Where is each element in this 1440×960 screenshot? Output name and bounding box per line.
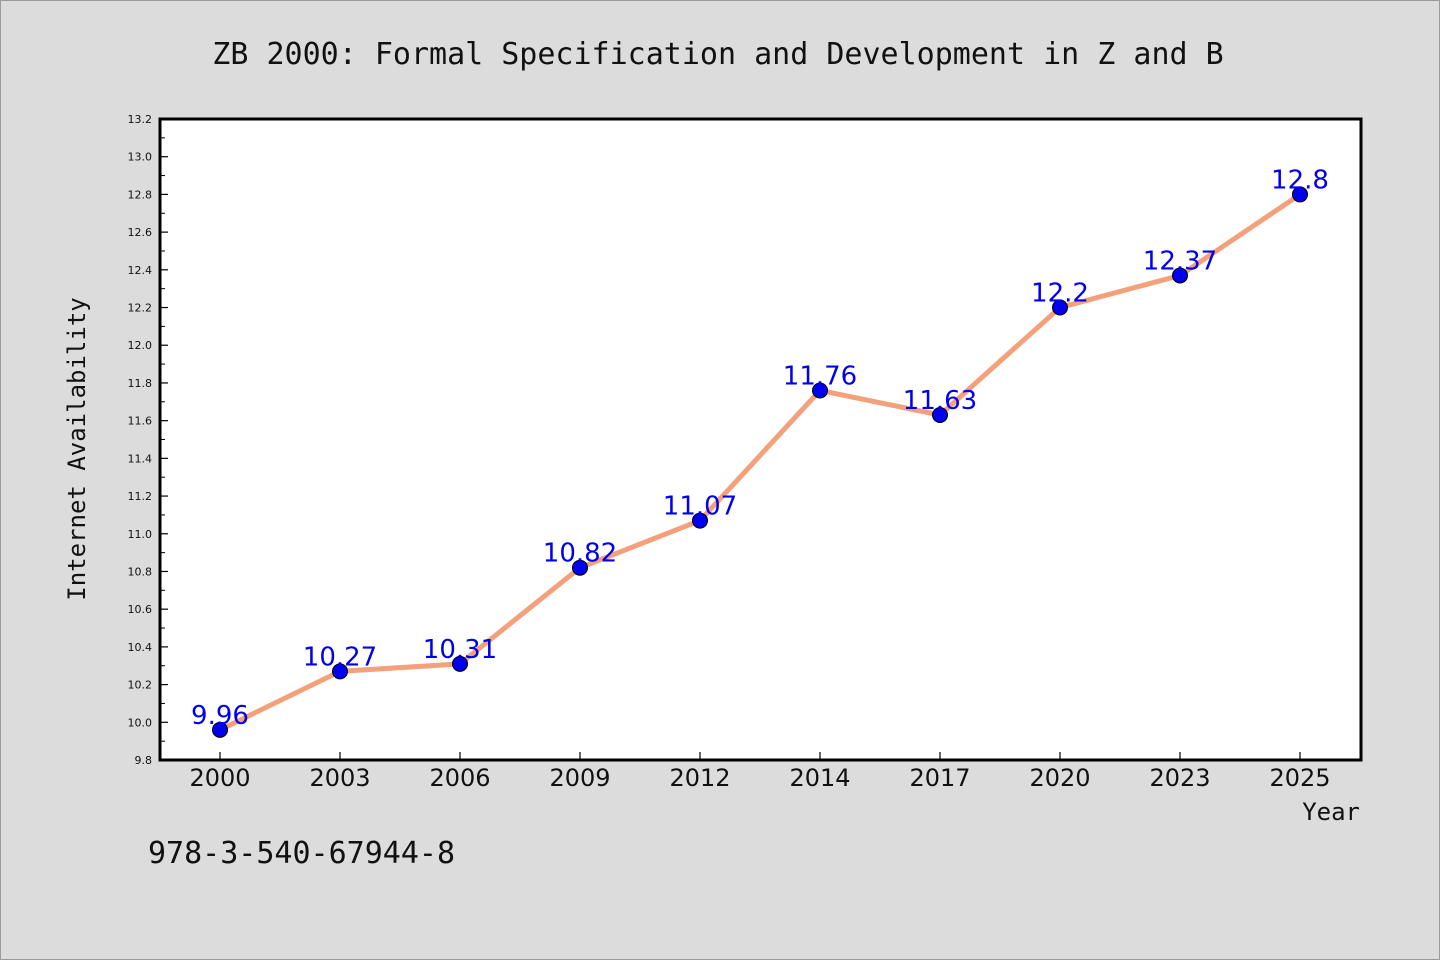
y-tick-label: 11.6 xyxy=(128,415,153,428)
x-tick-label: 2009 xyxy=(549,764,610,792)
y-tick-label: 9.8 xyxy=(135,754,153,767)
data-point xyxy=(692,512,708,529)
x-tick-label: 2014 xyxy=(789,764,850,792)
x-tick-label: 2025 xyxy=(1269,764,1330,792)
data-label: 12.8 xyxy=(1271,165,1329,195)
isbn-annotation: 978-3-540-67944-8 xyxy=(148,836,455,871)
x-tick-label: 2020 xyxy=(1029,764,1090,792)
data-label: 12.37 xyxy=(1143,246,1217,276)
data-label: 11.07 xyxy=(663,492,737,522)
data-point xyxy=(812,382,828,399)
y-tick-label: 11.8 xyxy=(128,377,153,390)
y-tick-label: 10.6 xyxy=(128,603,153,616)
data-label: 10.27 xyxy=(303,642,377,672)
data-point xyxy=(1052,299,1068,316)
y-tick-label: 12.6 xyxy=(128,226,153,239)
y-tick-label: 11.2 xyxy=(128,490,153,503)
data-point xyxy=(932,406,948,423)
y-tick-label: 12.2 xyxy=(128,302,153,315)
data-label: 11.63 xyxy=(903,386,977,416)
x-axis: 2000 2003 2006 2009 2012 2014 2017 2020 2023 2025 xyxy=(189,752,1331,792)
data-label: 11.76 xyxy=(783,361,857,391)
x-tick-label: 2017 xyxy=(909,764,970,792)
y-tick-label: 10.2 xyxy=(128,679,153,692)
x-axis-label: Year xyxy=(1302,798,1360,826)
x-tick-label: 2023 xyxy=(1149,764,1210,792)
data-point xyxy=(1292,186,1308,203)
y-tick-label: 11.0 xyxy=(128,528,153,541)
data-label: 9.96 xyxy=(191,701,249,731)
x-tick-label: 2003 xyxy=(309,764,370,792)
y-tick-label: 12.0 xyxy=(128,339,153,352)
y-tick-label: 12.8 xyxy=(128,188,153,201)
y-tick-label: 10.8 xyxy=(128,565,153,578)
data-label: 10.82 xyxy=(543,539,617,569)
y-tick-label: 11.4 xyxy=(128,452,153,465)
series-line xyxy=(217,191,1303,733)
y-tick-label: 13.0 xyxy=(128,151,153,164)
x-tick-label: 2000 xyxy=(189,764,250,792)
data-point xyxy=(332,663,348,680)
data-point xyxy=(212,721,228,738)
data-label: 10.31 xyxy=(423,635,497,665)
x-tick-label: 2006 xyxy=(429,764,490,792)
y-axis-label: Internet Availability xyxy=(63,297,91,600)
data-point xyxy=(452,655,468,672)
series-layer: 9.96 10.27 10.31 10.82 11.07 11.76 11.63 12.2 12… xyxy=(191,165,1329,738)
x-tick-label: 2012 xyxy=(669,764,730,792)
data-point xyxy=(1172,267,1188,284)
plot-area xyxy=(158,117,1363,762)
chart-title: ZB 2000: Formal Specification and Develo… xyxy=(212,37,1223,72)
data-point xyxy=(572,559,588,576)
y-tick-label: 10.0 xyxy=(128,716,153,729)
data-label: 12.2 xyxy=(1031,279,1089,309)
y-axis: 9.8 10.0 10.2 10.4 10.6 10.8 11.0 11.2 11.4 11.6 1… xyxy=(128,113,168,767)
y-tick-label: 13.2 xyxy=(128,113,153,126)
y-tick-label: 12.4 xyxy=(128,264,153,277)
y-tick-label: 10.4 xyxy=(128,641,153,654)
